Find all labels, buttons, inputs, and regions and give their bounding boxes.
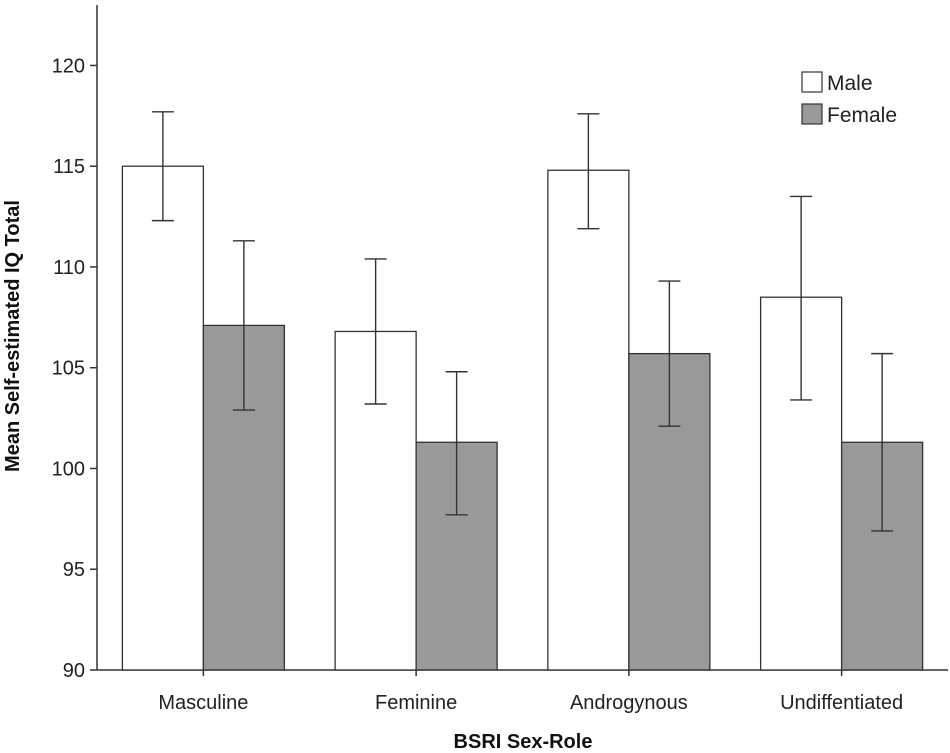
x-axis-title: BSRI Sex-Role <box>454 731 593 753</box>
error-bar-male-feminine <box>364 258 387 405</box>
y-tick-label: 120 <box>52 55 85 77</box>
error-bar-female-masculine <box>232 240 255 411</box>
y-tick-label: 110 <box>53 257 85 279</box>
y-tick-label: 115 <box>53 156 85 178</box>
x-axis-ticks: Masculine Feminine Androgynous Undiffentiat… <box>158 670 903 714</box>
y-axis-ticks: 90 95 100 105 110 115 120 <box>52 55 97 682</box>
legend: Male Female <box>801 71 897 127</box>
legend-label-female: Female <box>827 104 897 127</box>
error-bar-male-androgynous <box>577 113 600 230</box>
error-bar-male-masculine <box>151 111 174 222</box>
error-bar-male-undiffentiated <box>790 195 813 401</box>
x-tick-label: Feminine <box>375 692 457 714</box>
y-tick-label: 95 <box>63 559 85 581</box>
y-tick-label: 90 <box>63 660 85 682</box>
legend-swatch-male <box>801 71 823 93</box>
error-bars-group <box>151 111 894 532</box>
bar-male-androgynous <box>547 169 630 671</box>
bar-female-undiffentiated <box>840 441 924 671</box>
x-tick-label: Masculine <box>158 692 248 714</box>
bars-group <box>121 165 924 671</box>
y-tick-label: 100 <box>52 458 85 480</box>
error-bar-female-undiffentiated <box>871 352 894 532</box>
x-tick-label: Undiffentiated <box>780 692 903 714</box>
y-axis-title: Mean Self-estimated IQ Total <box>2 200 24 472</box>
legend-label-male: Male <box>827 72 873 95</box>
bar-male-masculine <box>121 165 205 671</box>
x-tick-label: Androgynous <box>570 692 688 714</box>
error-bar-female-feminine <box>445 371 468 516</box>
legend-swatch-female <box>801 103 823 125</box>
error-bar-female-androgynous <box>658 280 681 427</box>
y-tick-label: 105 <box>52 358 85 380</box>
